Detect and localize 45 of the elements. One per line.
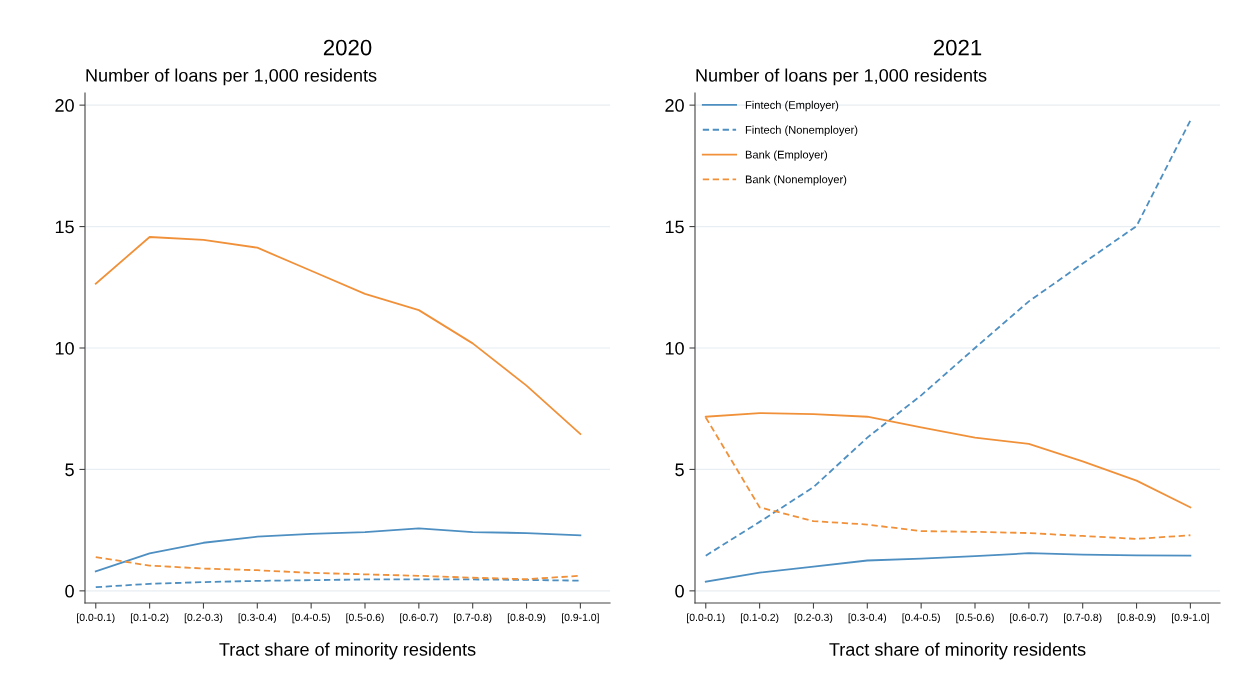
x-axis-title: Tract share of minority residents — [829, 642, 1086, 660]
x-tick-label: [0.4-0.5) — [292, 613, 330, 624]
x-tick-label: [0.0-0.1) — [77, 613, 115, 624]
x-tick-label: [0.8-0.9) — [1117, 613, 1156, 624]
y-tick-label: 5 — [675, 463, 684, 477]
y-tick-label: 5 — [65, 463, 74, 477]
x-tick-label: [0.5-0.6) — [956, 613, 994, 624]
x-tick-label: [0.6-0.7) — [400, 613, 438, 624]
chart-subtitle: Number of loans per 1,000 residents — [86, 68, 377, 86]
line-series — [94, 236, 582, 435]
x-tick-label: [0.1-0.2) — [740, 613, 779, 624]
x-tick-label: [0.3-0.4) — [238, 613, 277, 624]
chart-subtitle: Number of loans per 1,000 residents — [696, 68, 987, 86]
x-tick-label: [0.7-0.8) — [1064, 613, 1102, 624]
chart-title: 2021 — [933, 39, 982, 56]
x-tick-label: [0.9-1.0] — [562, 613, 599, 624]
y-tick-label: 20 — [665, 99, 684, 112]
x-axis-title: Tract share of minority residents — [219, 642, 476, 660]
legend-label: Fintech (Nonemployer) — [745, 125, 858, 136]
x-tick-label: [0.9-1.0] — [1172, 613, 1209, 624]
legend-label: Bank (Employer) — [745, 150, 828, 161]
x-tick-label: [0.6-0.7) — [1010, 613, 1048, 624]
x-tick-label: [0.8-0.9) — [507, 613, 546, 624]
y-tick-label: 20 — [55, 99, 74, 112]
x-tick-label: [0.5-0.6) — [346, 613, 384, 624]
x-tick-label: [0.4-0.5) — [902, 613, 940, 624]
legend-label: Bank (Nonemployer) — [745, 175, 847, 186]
x-tick-label: [0.0-0.1) — [687, 613, 725, 624]
line-series — [704, 119, 1192, 557]
chart-title: 2020 — [323, 39, 372, 56]
y-tick-label: 15 — [665, 220, 684, 234]
line-series — [94, 527, 582, 573]
y-tick-label: 15 — [55, 220, 74, 234]
y-tick-label: 10 — [665, 341, 684, 355]
legend-label: Fintech (Employer) — [745, 100, 839, 112]
y-tick-label: 0 — [675, 584, 684, 598]
line-series — [94, 578, 582, 589]
y-tick-label: 0 — [65, 584, 74, 598]
x-tick-label: [0.2-0.3) — [794, 613, 833, 624]
x-tick-label: [0.2-0.3) — [184, 613, 223, 624]
line-series — [704, 552, 1192, 583]
x-tick-label: [0.1-0.2) — [130, 613, 169, 624]
x-tick-label: [0.3-0.4) — [848, 613, 887, 624]
y-tick-label: 10 — [55, 341, 74, 355]
x-tick-label: [0.7-0.8) — [454, 613, 492, 624]
